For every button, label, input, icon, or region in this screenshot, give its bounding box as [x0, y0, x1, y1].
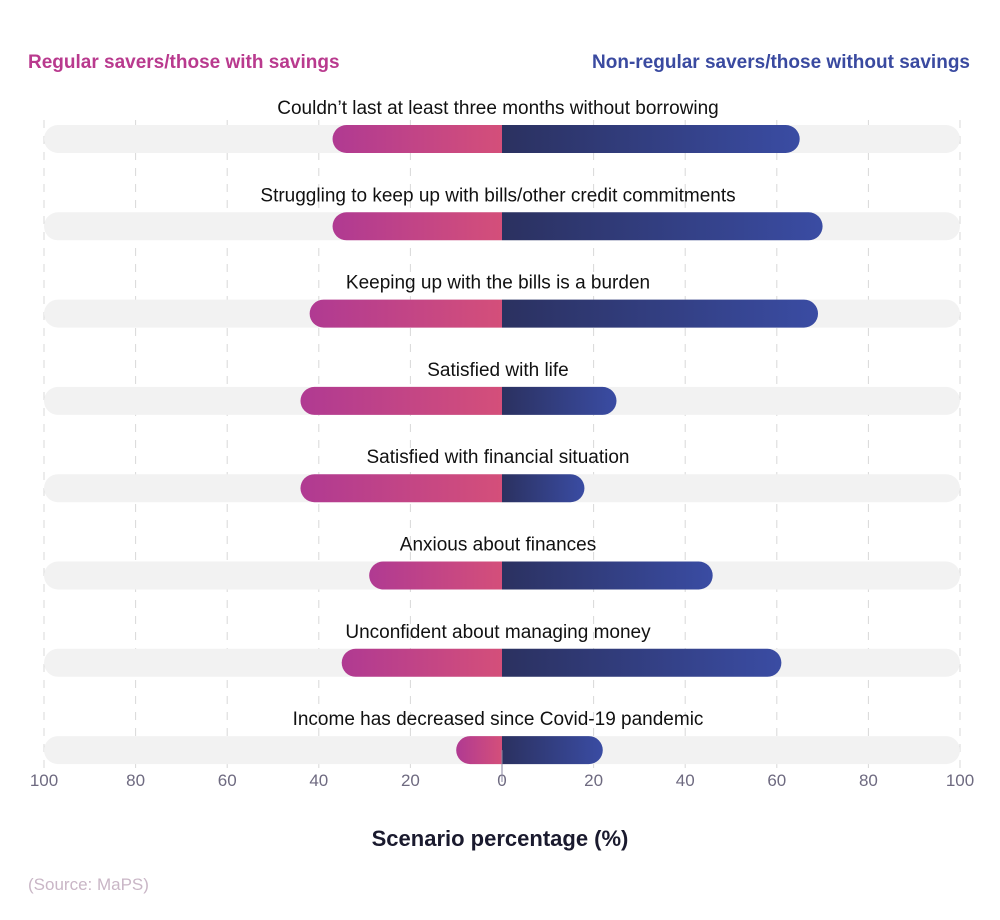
legend-non-regular-savers: Non-regular savers/those without savings	[592, 52, 970, 73]
category-label: Anxious about finances	[400, 535, 596, 556]
category-label: Unconfident about managing money	[345, 622, 651, 643]
category-label: Income has decreased since Covid-19 pand…	[293, 709, 704, 730]
x-tick-label: 80	[859, 771, 878, 790]
x-tick-label: 100	[30, 771, 58, 790]
category-label: Struggling to keep up with bills/other c…	[260, 185, 735, 206]
bar-regular-savers	[300, 474, 502, 503]
bar-non-regular-savers	[502, 212, 823, 241]
bar-regular-savers	[456, 736, 502, 765]
category-label: Satisfied with life	[427, 360, 569, 381]
bar-non-regular-savers	[502, 561, 713, 590]
bar-non-regular-savers	[502, 125, 800, 153]
bar-regular-savers	[300, 386, 502, 415]
bar-regular-savers	[332, 125, 502, 153]
x-tick-label: 60	[218, 771, 237, 790]
x-axis-label: Scenario percentage (%)	[371, 826, 629, 851]
x-tick-label: 40	[309, 771, 328, 790]
source-note: (Source: MaPS)	[28, 875, 149, 894]
bar-non-regular-savers	[502, 648, 782, 677]
x-tick-label: 20	[401, 771, 420, 790]
bar-non-regular-savers	[502, 299, 819, 328]
x-tick-label: 40	[676, 771, 695, 790]
bar-regular-savers	[309, 299, 502, 328]
bar-regular-savers	[341, 648, 502, 677]
x-tick-label: 20	[584, 771, 603, 790]
bar-non-regular-savers	[502, 386, 617, 415]
category-label: Satisfied with financial situation	[367, 447, 630, 468]
bar-non-regular-savers	[502, 736, 603, 765]
x-tick-label: 60	[767, 771, 786, 790]
bar-regular-savers	[369, 561, 502, 590]
x-tick-label: 80	[126, 771, 145, 790]
bar-non-regular-savers	[502, 474, 585, 503]
category-label: Couldn’t last at least three months with…	[277, 98, 718, 119]
bar-regular-savers	[332, 212, 502, 241]
x-tick-label: 100	[946, 771, 974, 790]
category-label: Keeping up with the bills is a burden	[346, 273, 650, 294]
legend-regular-savers: Regular savers/those with savings	[28, 52, 340, 73]
